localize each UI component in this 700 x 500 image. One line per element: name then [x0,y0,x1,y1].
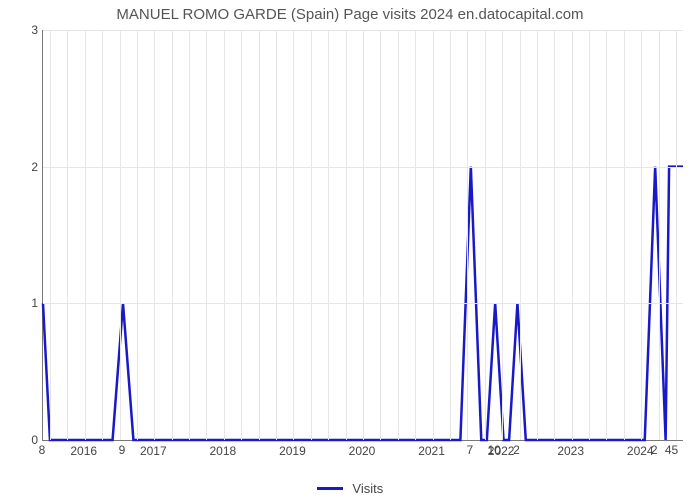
gridline-vertical [85,30,86,440]
gridline-vertical [659,30,660,440]
legend-swatch [317,487,343,490]
gridline-vertical [433,30,434,440]
gridline-vertical [467,30,468,440]
gridline-vertical [676,30,677,440]
gridline-vertical [67,30,68,440]
gridline-vertical [415,30,416,440]
gridline-vertical [346,30,347,440]
gridline-vertical [172,30,173,440]
legend-label: Visits [352,481,383,496]
x-tick-label: 2023 [557,444,584,458]
gridline-vertical [450,30,451,440]
x-tick-label: 2020 [349,444,376,458]
y-tick-label: 3 [22,23,38,37]
gridline-vertical [606,30,607,440]
x-tick-label: 2016 [70,444,97,458]
plot-area [42,30,683,441]
gridline-vertical [206,30,207,440]
gridline-vertical [485,30,486,440]
gridline-vertical [102,30,103,440]
x-tick-label: 2017 [140,444,167,458]
gridline-vertical [502,30,503,440]
chart-title: MANUEL ROMO GARDE (Spain) Page visits 20… [0,6,700,23]
y-tick-label: 2 [22,160,38,174]
gridline-vertical [363,30,364,440]
gridline-vertical [328,30,329,440]
gridline-vertical [554,30,555,440]
x-tick-label: 2024 [627,444,654,458]
gridline-vertical [589,30,590,440]
gridline-vertical [154,30,155,440]
gridline-vertical [276,30,277,440]
gridline-vertical [50,30,51,440]
gridline-vertical [572,30,573,440]
gridline-vertical [137,30,138,440]
gridline-vertical [189,30,190,440]
legend: Visits [0,480,700,496]
y-tick-label: 1 [22,296,38,310]
gridline-vertical [520,30,521,440]
value-annotation: 2 [651,443,658,457]
value-annotation: 45 [665,443,678,457]
gridline-vertical [224,30,225,440]
value-annotation: 2 [513,443,520,457]
gridline-vertical [398,30,399,440]
gridline-vertical [259,30,260,440]
gridline-vertical [311,30,312,440]
gridline-vertical [537,30,538,440]
value-annotation: 10 [487,443,500,457]
gridline-vertical [241,30,242,440]
value-annotation: 7 [466,443,473,457]
chart: MANUEL ROMO GARDE (Spain) Page visits 20… [0,0,700,500]
gridline-vertical [293,30,294,440]
gridline-vertical [641,30,642,440]
value-annotation: 9 [119,443,126,457]
gridline-vertical [120,30,121,440]
gridline-vertical [624,30,625,440]
x-tick-label: 2019 [279,444,306,458]
x-tick-label: 2021 [418,444,445,458]
value-annotation: 8 [39,443,46,457]
x-tick-label: 2018 [210,444,237,458]
gridline-vertical [380,30,381,440]
y-tick-label: 0 [22,433,38,447]
